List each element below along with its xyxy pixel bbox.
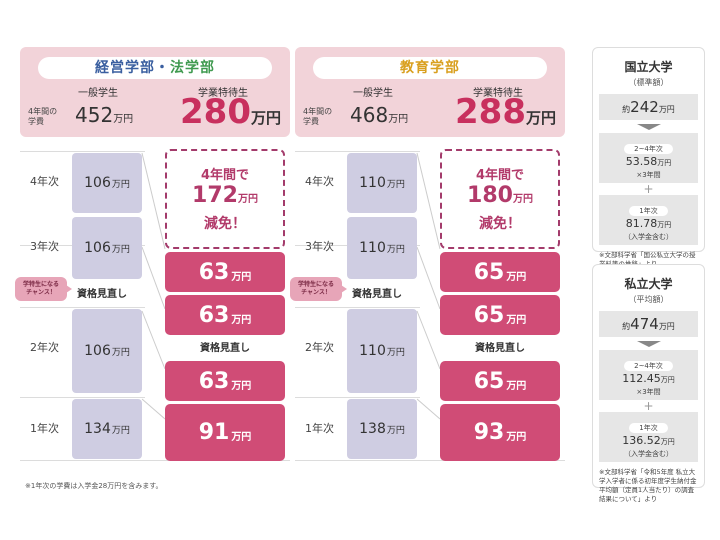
- qualification-review-label: 資格見直し: [200, 343, 250, 354]
- card-total: 約242万円: [599, 94, 698, 120]
- general-fee-box: 106 万円: [72, 153, 142, 213]
- general-fee-box: 110 万円: [347, 217, 417, 279]
- four-year-caption: 4年間の 学費: [303, 107, 333, 126]
- scholarship-fee-box: 93 万円: [440, 404, 560, 461]
- divider: [20, 151, 145, 152]
- year-label: 4年次: [305, 175, 334, 188]
- divider: [20, 460, 290, 461]
- year-label: 2年次: [305, 341, 334, 354]
- year-label: 1年次: [305, 422, 334, 435]
- faculty-name-education: 教育学部: [400, 60, 460, 76]
- chance-bubble: 学特生になる チャンス！: [290, 277, 347, 301]
- year-label: 4年次: [30, 175, 59, 188]
- savings-callout: 4年間で 172万円 減免！: [165, 149, 285, 249]
- four-year-caption: 4年間の 学費: [28, 107, 58, 126]
- plus-icon: +: [643, 182, 654, 196]
- scholarship-total: 280万円: [180, 92, 281, 132]
- faculty-panel-education: 教育学部 一般学生 学業特待生 4年間の 学費 468万円 288万円 4年次 1…: [290, 47, 565, 469]
- year-1-block: 1年次 81.78万円 （入学金含む）: [599, 195, 698, 245]
- card-subtitle: （標準額）: [628, 78, 669, 87]
- divider: [20, 397, 145, 398]
- year-label: 3年次: [30, 240, 59, 253]
- arrow-down-icon: [636, 124, 661, 130]
- years-2-4-block: 2~4年次 53.58万円 ×3年間: [599, 133, 698, 183]
- divider: [295, 151, 420, 152]
- scholarship-fee-box: 91 万円: [165, 404, 285, 461]
- year-label: 1年次: [30, 422, 59, 435]
- card-title: 国立大学: [624, 60, 673, 74]
- general-fee-box: 134 万円: [72, 399, 142, 459]
- yearly-breakdown: 4年次 106 万円 3年次 106 万円 学特生になる チャンス！ 資格見直し 2年…: [15, 149, 290, 469]
- qualification-review-label: 資格見直し: [475, 343, 525, 354]
- card-total: 約474万円: [599, 311, 698, 337]
- national-university-card: 国立大学 （標準額） 約242万円 2~4年次 53.58万円 ×3年間 + 1…: [592, 47, 705, 268]
- scholarship-fee-box: 65 万円: [440, 361, 560, 401]
- divider: [295, 397, 420, 398]
- qualification-review-label: 資格見直し: [352, 289, 402, 300]
- general-fee-box: 106 万円: [72, 309, 142, 393]
- footnote: ※1年次の学費は入学金28万円を含みます。: [25, 482, 163, 490]
- card-title: 私立大学: [624, 277, 673, 291]
- scholarship-fee-box: 65 万円: [440, 295, 560, 335]
- scholarship-fee-box: 65 万円: [440, 252, 560, 292]
- yearly-breakdown: 4年次 110 万円 3年次 110 万円 学特生になる チャンス！ 資格見直し 2年…: [290, 149, 565, 469]
- scholarship-total: 288万円: [455, 92, 556, 132]
- qualification-review-label: 資格見直し: [77, 289, 127, 300]
- years-2-4-block: 2~4年次 112.45万円 ×3年間: [599, 350, 698, 400]
- faculty-name-business: 経営学部: [95, 60, 155, 76]
- plus-icon: +: [643, 399, 654, 413]
- source-note: ※文部科学省「令和5年度 私立大学入学者に係る初年度学生納付金平均額（定員1人当…: [599, 468, 697, 503]
- divider: [295, 307, 420, 308]
- general-student-label: 一般学生: [78, 88, 118, 99]
- year-label: 2年次: [30, 341, 59, 354]
- tuition-summary: 経営学部・法学部 一般学生 学業特待生 4年間の 学費 452万円 280万円: [20, 47, 290, 137]
- general-fee-box: 110 万円: [347, 309, 417, 393]
- year-label: 3年次: [305, 240, 334, 253]
- year-1-block: 1年次 136.52万円 （入学金含む）: [599, 412, 698, 462]
- general-fee-box: 106 万円: [72, 217, 142, 279]
- faculty-panel-business-law: 経営学部・法学部 一般学生 学業特待生 4年間の 学費 452万円 280万円 4…: [15, 47, 290, 469]
- tuition-summary: 教育学部 一般学生 学業特待生 4年間の 学費 468万円 288万円: [295, 47, 565, 137]
- scholarship-fee-box: 63 万円: [165, 252, 285, 292]
- general-total: 468万円: [350, 103, 409, 127]
- general-fee-box: 110 万円: [347, 153, 417, 213]
- faculty-title: 教育学部: [313, 57, 547, 79]
- scholarship-fee-box: 63 万円: [165, 295, 285, 335]
- faculty-title: 経営学部・法学部: [38, 57, 272, 79]
- divider: [295, 460, 565, 461]
- card-subtitle: （平均額）: [628, 295, 669, 304]
- general-fee-box: 138 万円: [347, 399, 417, 459]
- general-total: 452万円: [75, 103, 134, 127]
- scholarship-fee-box: 63 万円: [165, 361, 285, 401]
- private-university-card: 私立大学 （平均額） 約474万円 2~4年次 112.45万円 ×3年間 + …: [592, 264, 705, 503]
- scholarship-student-label: 学業特待生: [198, 88, 248, 99]
- faculty-name-law: 法学部: [170, 60, 215, 76]
- general-student-label: 一般学生: [353, 88, 393, 99]
- divider: [20, 307, 145, 308]
- chance-bubble: 学特生になる チャンス！: [15, 277, 72, 301]
- scholarship-student-label: 学業特待生: [473, 88, 523, 99]
- arrow-down-icon: [636, 341, 661, 347]
- savings-callout: 4年間で 180万円 減免！: [440, 149, 560, 249]
- faculty-separator: ・: [155, 60, 170, 76]
